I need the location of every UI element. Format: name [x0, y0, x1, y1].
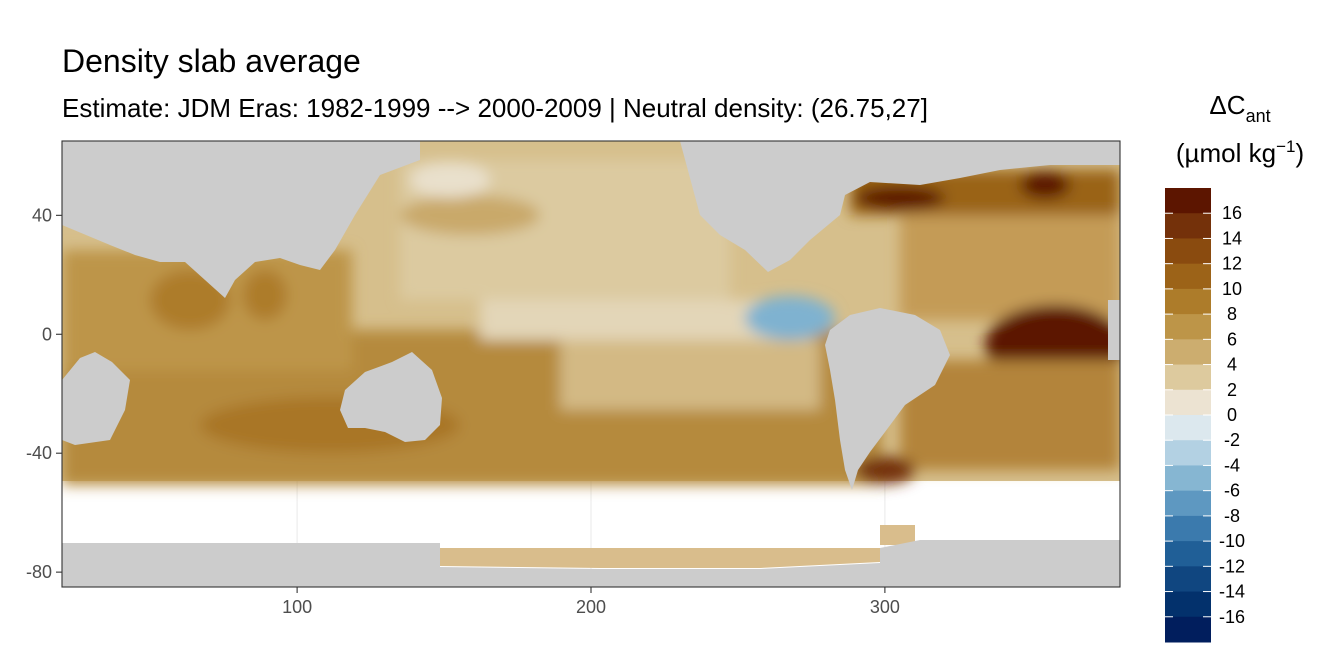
legend: ΔCant (µmol kg−1) 16 14 12 10 8 6 4 2 0 -2 -4 -6 -8 -10… [1165, 90, 1304, 643]
land-africa [62, 352, 130, 445]
south-pacific [560, 340, 820, 410]
y-tick-label: -80 [26, 562, 52, 582]
land-south-america [825, 308, 950, 490]
legend-swatch [1165, 490, 1211, 517]
legend-label: -16 [1219, 607, 1245, 627]
legend-swatch [1165, 566, 1211, 593]
legend-label: 2 [1227, 380, 1237, 400]
legend-label: -10 [1219, 531, 1245, 551]
legend-label: -4 [1224, 455, 1240, 475]
legend-swatch [1165, 415, 1211, 441]
land-north-america [680, 141, 1120, 272]
chart-title: Density slab average [62, 43, 361, 79]
legend-swatch [1165, 288, 1211, 315]
legend-swatch [1165, 515, 1211, 542]
irminger-sea [1020, 171, 1070, 199]
legend-swatch [1165, 389, 1211, 416]
legend-label: 4 [1227, 355, 1237, 375]
y-tick-label: 0 [42, 324, 52, 344]
legend-swatch [1165, 238, 1211, 265]
negative-anomaly [745, 296, 835, 340]
labrador-sea [855, 186, 945, 210]
x-tick-label: 300 [870, 597, 900, 617]
legend-label: 0 [1227, 405, 1237, 425]
legend-label: 12 [1222, 254, 1242, 274]
plot-panel [61, 140, 1121, 588]
legend-label: -6 [1224, 481, 1240, 501]
ocean-field [62, 141, 1120, 568]
legend-swatch [1165, 339, 1211, 366]
legend-swatch [1165, 465, 1211, 492]
y-tick-label: -40 [26, 443, 52, 463]
legend-swatch [1165, 188, 1211, 214]
legend-label: 14 [1222, 228, 1242, 248]
legend-swatch [1165, 541, 1211, 567]
legend-swatch [1165, 213, 1211, 239]
land-greenland-europe [1000, 141, 1120, 160]
bay-of-bengal [243, 270, 287, 320]
land-masks [62, 141, 1120, 587]
legend-label: -2 [1224, 430, 1240, 450]
legend-title: ΔCant [1209, 90, 1270, 126]
legend-unit: (µmol kg−1) [1176, 137, 1304, 168]
north-atlantic [900, 210, 1120, 320]
legend-swatch [1165, 440, 1211, 466]
weddell-margin [880, 525, 915, 545]
legend-swatch [1165, 364, 1211, 391]
legend-swatch [1165, 591, 1211, 618]
arabian-sea [150, 270, 230, 330]
x-tick-label: 200 [576, 597, 606, 617]
land-australia [340, 352, 442, 442]
chart-subtitle: Estimate: JDM Eras: 1982-1999 --> 2000-2… [62, 93, 928, 123]
antarctic-margin [440, 548, 880, 568]
legend-swatch [1165, 263, 1211, 290]
legend-label: 10 [1222, 279, 1242, 299]
kuroshio [400, 195, 540, 235]
y-tick-label: 40 [32, 205, 52, 225]
land-antarctica [62, 540, 1120, 587]
subarctic-pacific [410, 162, 490, 198]
legend-swatch [1165, 314, 1211, 340]
legend-label: 16 [1222, 203, 1242, 223]
brazil-malvinas [855, 456, 915, 484]
legend-label: 8 [1227, 304, 1237, 324]
legend-label: -14 [1219, 582, 1245, 602]
land-west-africa [1108, 300, 1120, 360]
land-eurasia [62, 141, 420, 298]
legend-swatch [1165, 616, 1211, 643]
legend-label: -8 [1224, 506, 1240, 526]
x-tick-label: 100 [282, 597, 312, 617]
legend-label: 6 [1227, 329, 1237, 349]
legend-label: -12 [1219, 556, 1245, 576]
